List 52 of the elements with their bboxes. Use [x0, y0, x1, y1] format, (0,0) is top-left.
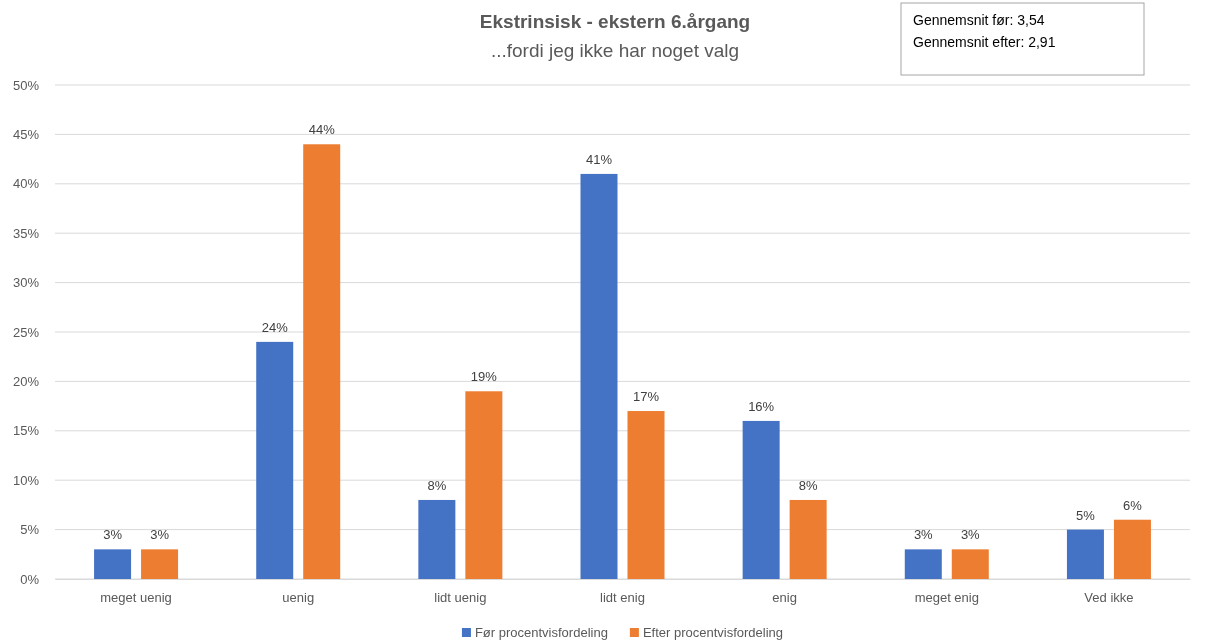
bar	[303, 144, 341, 579]
y-tick-label: 30%	[12, 275, 40, 291]
data-label: 5%	[1076, 507, 1096, 523]
bar	[1066, 529, 1104, 579]
text: Gennemsnit før: 3,54	[913, 12, 1045, 28]
bar	[256, 341, 294, 579]
data-label: 41%	[585, 151, 613, 167]
legend-label: Før procentvisfordeling	[474, 625, 608, 640]
y-tick-label: 35%	[12, 225, 40, 241]
data-label: 3%	[103, 527, 123, 543]
bar	[580, 173, 618, 579]
y-tick-label: 15%	[12, 423, 40, 439]
chart-title: Ekstrinsisk - ekstern 6.årgang	[479, 11, 751, 32]
bar	[94, 549, 132, 579]
y-tick-label: 50%	[12, 77, 40, 93]
x-tick-label: Ved ikke	[1084, 590, 1134, 606]
y-tick-label: 45%	[12, 127, 40, 143]
bar	[789, 499, 827, 579]
x-tick-label: uenig	[282, 590, 315, 606]
y-tick-label: 0%	[20, 571, 40, 587]
x-tick-label: lidt uenig	[434, 590, 487, 606]
bar	[141, 549, 179, 579]
bar	[1113, 519, 1151, 579]
y-tick-label: 25%	[12, 324, 40, 340]
x-tick-label: meget enig	[914, 590, 979, 606]
legend-label: Efter procentvisfordeling	[642, 625, 784, 640]
y-tick-label: 20%	[12, 374, 40, 390]
bar	[904, 549, 942, 579]
x-tick-label: meget uenig	[100, 590, 172, 606]
data-label: 16%	[748, 398, 775, 414]
bar	[418, 499, 456, 579]
data-label: 24%	[261, 319, 289, 335]
chart-subtitle: ...fordi jeg ikke har noget valg	[490, 40, 740, 61]
y-tick-label: 40%	[12, 176, 40, 192]
data-label: 3%	[913, 527, 934, 543]
x-tick-label: lidt enig	[600, 590, 645, 606]
data-label: 19%	[470, 369, 498, 385]
data-label: 8%	[798, 477, 818, 493]
bar	[465, 391, 503, 579]
y-tick-label: 10%	[12, 472, 40, 488]
y-tick-label: 5%	[20, 522, 40, 538]
data-label: 44%	[308, 122, 336, 138]
data-label: 3%	[150, 527, 170, 543]
x-tick-label: enig	[772, 590, 797, 606]
data-label: 3%	[960, 527, 981, 543]
data-label: 8%	[427, 477, 447, 493]
text: Gennemsnit efter: 2,91	[913, 34, 1056, 50]
bar	[627, 411, 665, 579]
data-label: 6%	[1123, 497, 1143, 513]
data-label: 17%	[632, 389, 660, 405]
bar	[951, 549, 989, 579]
bar	[742, 420, 780, 579]
